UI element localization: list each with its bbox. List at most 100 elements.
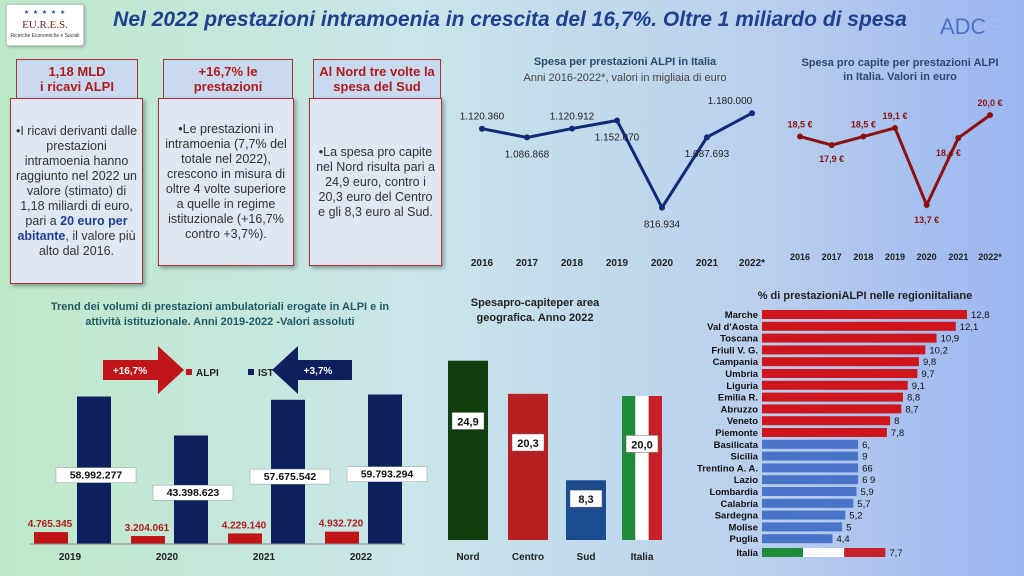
region-bar [762, 487, 857, 496]
region-data-label: 7,7 [889, 548, 902, 559]
region-data-label: 66 [862, 463, 873, 474]
alpi-legend-label: ALPI [196, 368, 219, 379]
chart4-x-tick: Nord [456, 552, 479, 563]
chart2-x-tick: 2022* [978, 252, 1002, 262]
chart2-x-tick: 2016 [790, 252, 810, 262]
italia-bar-stripe [622, 396, 636, 540]
region-bar [762, 380, 908, 390]
box1-text: •I ricavi derivanti dalle prestazioni in… [15, 123, 138, 228]
region-bar [762, 510, 846, 520]
region-label: Trentino A. A. [697, 463, 758, 474]
alpi-data-label: 3.204.061 [125, 523, 170, 534]
chart1-data-label: 1.152.070 [595, 132, 640, 143]
stars-icon: ★ ★ ★ ★ ★ [23, 10, 67, 16]
chart2-x-tick: 2018 [853, 252, 873, 262]
region-data-label: 8,8 [907, 393, 920, 404]
box3-body: •La spesa pro capite nel Nord risulta pa… [309, 98, 442, 266]
box3-header-text: Al Nord tre volte la spesa del Sud [319, 64, 435, 94]
chart1-point [704, 134, 710, 141]
chart1-x-tick: 2017 [516, 258, 539, 269]
region-bar [762, 333, 937, 343]
page-title: Nel 2022 prestazioni intramoenia in cres… [113, 8, 907, 31]
region-data-label: 12,8 [971, 310, 990, 321]
region-data-label: 6, [862, 440, 870, 451]
box1-bold: 20 euro per abitante [17, 213, 128, 243]
alpi-growth-label: +16,7% [113, 366, 147, 377]
italia-bar-stripe [648, 396, 662, 540]
region-label: Sardegna [715, 511, 759, 522]
region-bar [762, 428, 887, 437]
logo-left-text: EU.R.E.S. [22, 19, 68, 31]
area-data-label: 20,3 [517, 438, 538, 450]
region-data-label: 5,2 [849, 511, 862, 522]
region-label: Piemonte [715, 428, 758, 439]
region-label: Abruzzo [721, 404, 759, 415]
logo-left-sub: Ricerche Economiche e Sociali [10, 33, 80, 39]
chart3-x-tick: 2021 [253, 552, 276, 563]
ist-label-box [249, 468, 331, 485]
chart2-data-label: 18,4 € [936, 148, 961, 158]
ist-growth-arrow [272, 346, 352, 394]
chart1-x-tick: 2018 [561, 258, 584, 269]
region-label: Marche [725, 310, 758, 321]
region-data-label: 6 9 [862, 475, 875, 486]
area-data-label: 20,0 [631, 439, 652, 451]
chart1-data-label: 1.086.868 [505, 149, 550, 160]
alpi-bar [34, 532, 68, 544]
adc-logo: ADC [940, 14, 1002, 39]
chart3-title: Trend dei volumi di prestazioni ambulato… [50, 301, 390, 328]
chart2-data-label: 18,5 € [787, 120, 812, 130]
ist-legend-swatch [248, 369, 254, 375]
italia-region-bar-stripe [762, 548, 804, 557]
chart4-title: Spesapro-capiteper area geografica. Anno… [470, 297, 600, 324]
region-label: Friuli V. G. [711, 345, 758, 356]
chart2-data-label: 17,9 € [819, 154, 844, 164]
chart3-x-tick: 2020 [156, 552, 179, 563]
chart2-point [987, 112, 993, 119]
chart1-data-label: 1.087.693 [685, 149, 730, 160]
chart2-point [923, 202, 930, 209]
chart5-title: % di prestazioniALPI nelle regioniitalia… [757, 290, 973, 302]
region-data-label: 12,1 [960, 322, 979, 333]
box1-body: •I ricavi derivanti dalle prestazioni in… [10, 98, 143, 284]
box2-header: +16,7% le prestazioni [163, 59, 293, 99]
region-label: Lombardia [709, 487, 758, 498]
region-label: Molise [728, 522, 758, 533]
region-label: Val d'Aosta [707, 322, 759, 333]
box3-header: Al Nord tre volte la spesa del Sud [313, 59, 441, 99]
italia-region-bar [762, 548, 886, 557]
region-data-label: 10,9 [941, 334, 960, 345]
chart2-x-tick: 2017 [822, 252, 842, 262]
italia-bar-stripe [635, 396, 649, 540]
chart2-x-tick: 2019 [885, 252, 905, 262]
chart1-data-label: 1.120.912 [550, 112, 595, 123]
region-data-label: 7,8 [891, 428, 904, 439]
chart4-x-tick: Sud [577, 552, 596, 563]
region-label: Italia [736, 548, 758, 559]
ist-legend-label: IST [258, 368, 274, 379]
box2-text: •Le prestazioni in intramoenia (7,7% del… [165, 122, 287, 241]
chart2-data-label: 20,0 € [977, 98, 1002, 108]
region-bar [762, 439, 859, 449]
box1-header: 1,18 MLD i ricavi ALPI [16, 59, 138, 99]
region-data-label: 9,7 [921, 369, 934, 380]
region-data-label: 9,1 [912, 381, 925, 392]
ist-data-label: 59.793.294 [361, 469, 414, 481]
chart2-data-label: 18,5 € [851, 120, 876, 130]
chart3-x-tick: 2022 [350, 552, 373, 563]
region-label: Campania [713, 357, 759, 368]
chart3-x-tick: 2019 [59, 552, 82, 563]
alpi-growth-arrow [103, 346, 184, 394]
region-bar [762, 416, 891, 426]
italia-region-bar-stripe [803, 548, 845, 557]
region-data-label: 8 [894, 416, 899, 427]
chart1-subtitle: Anni 2016-2022*, valori in migliaia di e… [523, 72, 727, 84]
box2-header-text: +16,7% le prestazioni [193, 64, 263, 94]
region-label: Liguria [726, 381, 758, 392]
chart2-data-label: 19,1 € [882, 111, 907, 121]
region-bar [762, 498, 854, 508]
region-bar [762, 522, 843, 532]
region-label: Calabria [721, 499, 759, 510]
region-bar [762, 451, 859, 461]
area-label-box [511, 433, 545, 452]
